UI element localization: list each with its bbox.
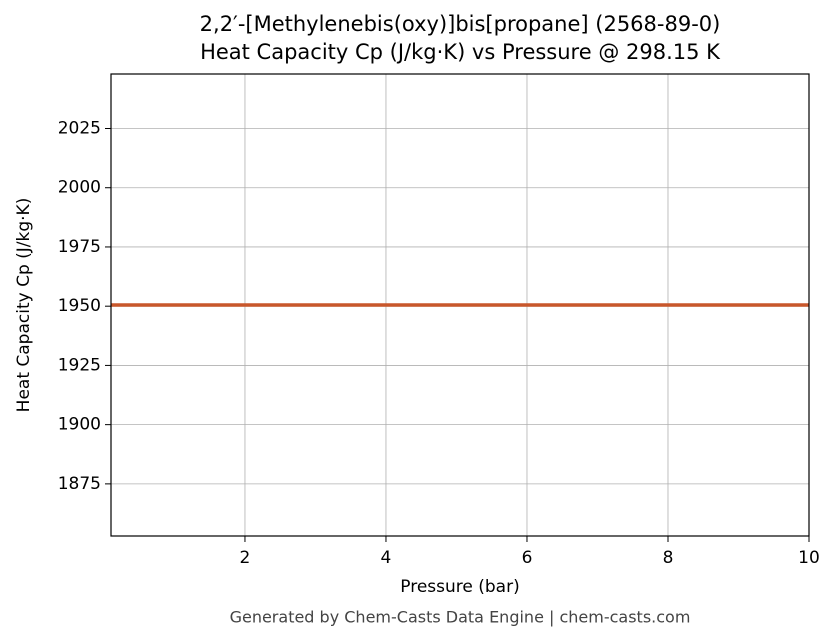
y-tick-label: 1925 <box>58 355 101 375</box>
y-tick-label: 2000 <box>58 178 101 198</box>
footer: Generated by Chem-Casts Data Engine | ch… <box>230 608 691 627</box>
y-tick-label: 1900 <box>58 415 101 435</box>
x-tick-label: 8 <box>663 548 674 568</box>
x-tick-label: 10 <box>798 548 820 568</box>
y-tick-label: 1875 <box>58 474 101 494</box>
x-axis-label: Pressure (bar) <box>400 577 519 597</box>
x-tick-label: 6 <box>522 548 533 568</box>
y-tick-label: 1975 <box>58 237 101 257</box>
chart-title: 2,2′-[Methylenebis(oxy)]bis[propane] (25… <box>200 12 721 36</box>
x-tick-label: 2 <box>240 548 251 568</box>
y-tick-label: 1950 <box>58 296 101 316</box>
chart-subtitle: Heat Capacity Cp (J/kg·K) vs Pressure @ … <box>200 40 721 64</box>
plot-frame <box>110 73 810 537</box>
y-axis-label: Heat Capacity Cp (J/kg·K) <box>14 198 34 413</box>
y-tick-label: 2025 <box>58 118 101 138</box>
x-tick-label: 4 <box>381 548 392 568</box>
